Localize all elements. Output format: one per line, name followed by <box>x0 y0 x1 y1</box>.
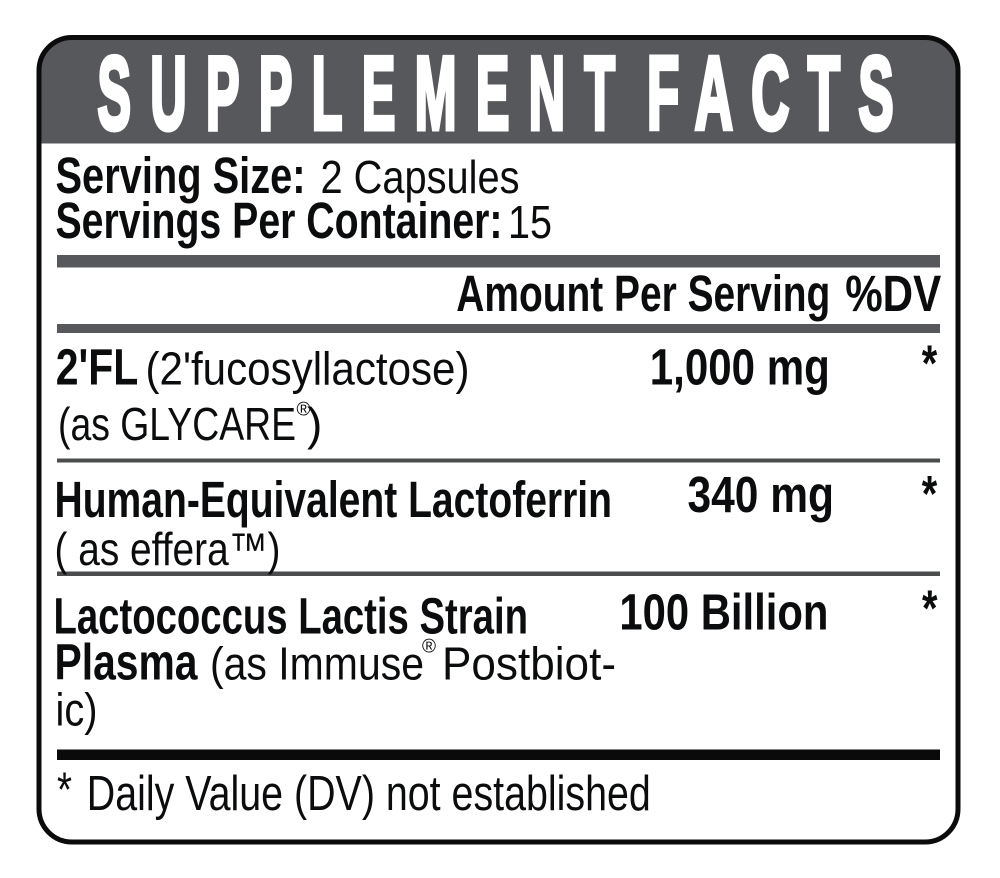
svg-text:(2'fucosyllactose): (2'fucosyllactose) <box>146 343 470 395</box>
svg-text:2'FL: 2'FL <box>56 339 139 396</box>
svg-text:2 Capsules: 2 Capsules <box>321 151 520 203</box>
svg-text:340 mg: 340 mg <box>688 466 835 523</box>
svg-text:Human-Equivalent Lactoferrin: Human-Equivalent Lactoferrin <box>55 471 613 528</box>
svg-text:%DV: %DV <box>845 265 941 322</box>
svg-text:Plasma: Plasma <box>55 633 199 690</box>
svg-text:100 Billion: 100 Billion <box>619 584 828 641</box>
svg-text:Postbiot-: Postbiot- <box>442 637 616 689</box>
svg-text:(as Immuse: (as Immuse <box>210 637 424 689</box>
svg-text:ic): ic) <box>56 684 98 736</box>
svg-text:Daily Value (DV) not establish: Daily Value (DV) not established <box>87 767 651 821</box>
svg-text:(as GLYCARE: (as GLYCARE <box>58 398 296 450</box>
svg-text:FACTS: FACTS <box>647 35 912 151</box>
svg-text:*: * <box>57 764 72 818</box>
svg-text:1,000 mg: 1,000 mg <box>650 339 830 396</box>
svg-text:®: ® <box>422 637 436 658</box>
svg-text:( as effera™): ( as effera™) <box>55 523 281 575</box>
svg-text:*: * <box>922 580 938 637</box>
svg-text:Serving Size:: Serving Size: <box>56 147 306 204</box>
svg-text:15: 15 <box>508 196 552 248</box>
svg-text:®: ® <box>297 400 311 421</box>
svg-text:): ) <box>307 398 322 450</box>
svg-text:Servings Per Container:: Servings Per Container: <box>56 192 503 249</box>
svg-text:SUPPLEMENT: SUPPLEMENT <box>98 35 635 151</box>
svg-text:*: * <box>922 335 938 392</box>
svg-text:Lactococcus Lactis Strain: Lactococcus Lactis Strain <box>54 588 529 645</box>
svg-text:Amount Per Serving: Amount Per Serving <box>456 265 830 322</box>
svg-text:*: * <box>922 465 938 522</box>
